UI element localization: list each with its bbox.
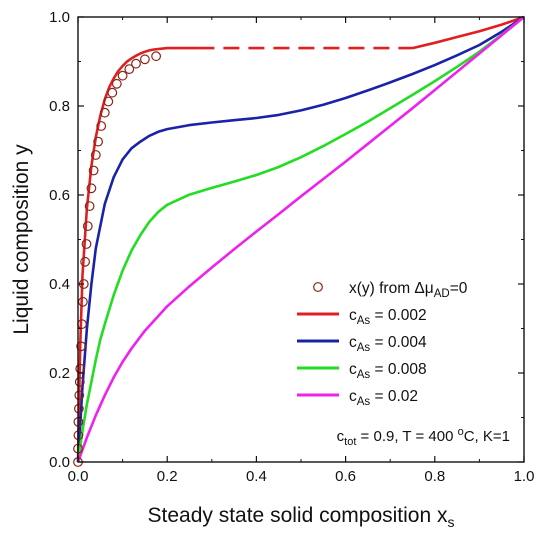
series-c-as-0-02-segment-0 <box>76 15 525 463</box>
scatter-point-5 <box>74 390 85 401</box>
scatter-point-16 <box>86 183 97 194</box>
scatter-point-25 <box>117 70 128 81</box>
curves-group <box>76 15 525 463</box>
y-tick-label-0: 0.0 <box>49 454 70 471</box>
scatter-point-20 <box>96 121 107 131</box>
scatter-point-12 <box>80 256 90 267</box>
scatter-point-15 <box>84 201 95 212</box>
y-tick-label-5: 1.0 <box>49 9 70 26</box>
scatter-point-29 <box>151 51 162 62</box>
scatter-point-6 <box>74 377 85 387</box>
series-c-as-0-008-segment-0 <box>76 15 525 463</box>
x-tick-label-4: 0.8 <box>424 468 445 485</box>
legend-label-0: x(y) from ΔμAD=0 <box>349 280 468 300</box>
scatter-point-17 <box>88 165 99 176</box>
scatter-point-24 <box>111 78 122 89</box>
scatter-point-27 <box>131 58 141 69</box>
legend-label-2: cAs = 0.004 <box>349 334 427 354</box>
scatter-point-21 <box>99 107 110 118</box>
y-tick-label-4: 0.8 <box>49 98 70 115</box>
legend-label-3: cAs = 0.008 <box>349 361 427 381</box>
x-axis-title: Steady state solid composition xs <box>148 504 455 530</box>
x-tick-label-5: 1.0 <box>514 468 535 485</box>
x-tick-label-1: 0.2 <box>157 468 178 485</box>
scatter-point-22 <box>103 96 114 107</box>
y-tick-label-3: 0.6 <box>49 187 70 204</box>
scatter-point-28 <box>139 54 150 65</box>
y-tick-label-2: 0.4 <box>49 276 70 293</box>
scatter-point-14 <box>82 221 93 232</box>
series-c-as-0-004-segment-0 <box>76 15 525 463</box>
scatter-point-23 <box>107 87 118 98</box>
conditions-annotation: ctot = 0.9, T = 400 oC, K=1 <box>337 426 510 448</box>
legend-label-1: cAs = 0.002 <box>349 307 427 327</box>
legend: x(y) from ΔμAD=0 cAs = 0.002 cAs = 0.004 cA… <box>297 280 468 408</box>
scatter-point-26 <box>124 64 135 74</box>
y-tick-label-1: 0.2 <box>49 365 70 382</box>
scatter-point-13 <box>81 239 92 249</box>
x-tick-label-3: 0.6 <box>335 468 356 485</box>
x-tick-label-2: 0.4 <box>246 468 267 485</box>
scatter-point-18 <box>90 150 101 160</box>
scatter-point-19 <box>93 136 103 147</box>
scatter-point-8 <box>76 341 86 352</box>
series-c-as-0-002-segment-0 <box>76 46 199 463</box>
y-axis-title: Liquid composition y <box>10 144 33 335</box>
ticks-group: 0.0 0.2 0.4 0.6 0.8 1.0 0.0 0.2 0.4 0.6 0.8 1.0 <box>49 9 534 485</box>
legend-marker-0 <box>313 282 323 292</box>
series-c-as-0-002-segment-2 <box>412 15 525 50</box>
scatter-point-4 <box>73 403 84 414</box>
x-tick-label-0: 0.0 <box>68 468 89 485</box>
legend-label-4: cAs = 0.02 <box>349 388 418 408</box>
